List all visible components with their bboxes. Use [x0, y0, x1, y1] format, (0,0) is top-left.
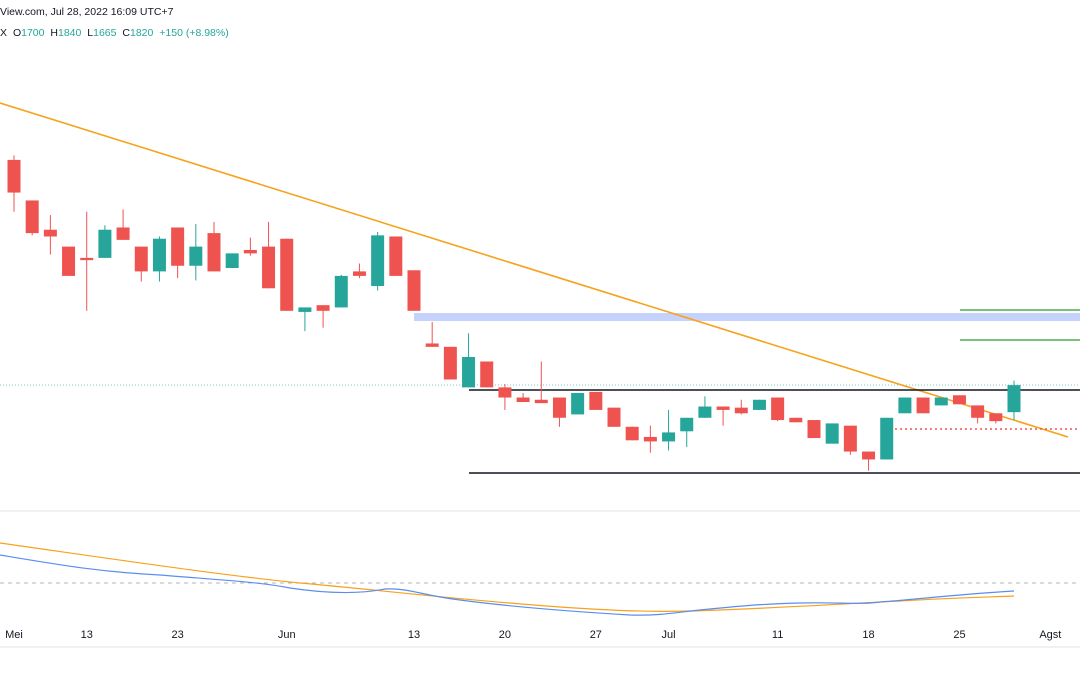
candle-body	[171, 227, 185, 266]
symbol: X	[0, 27, 7, 39]
candle-body	[152, 238, 166, 272]
candle-body	[734, 407, 748, 414]
candle-body	[880, 417, 894, 460]
x-tick-label: 27	[590, 629, 602, 641]
candle-body	[807, 420, 821, 439]
candle-body	[989, 413, 1003, 422]
indicator-signal-line	[0, 542, 1015, 612]
candle-body	[625, 426, 639, 441]
candle-body	[7, 159, 21, 193]
candle-body	[389, 236, 403, 276]
x-tick-label: 18	[862, 629, 874, 641]
candle-body	[825, 423, 839, 444]
candle-body	[462, 356, 476, 388]
candle-body	[1007, 385, 1021, 413]
candle-body	[207, 233, 221, 272]
x-tick-label: 25	[953, 629, 965, 641]
candle-body	[25, 200, 39, 234]
x-tick-label: Jul	[662, 629, 676, 641]
candle-body	[225, 253, 239, 269]
candle-body	[662, 432, 676, 442]
candle-body	[934, 397, 948, 406]
candle-body	[971, 405, 985, 418]
candle-body	[552, 397, 566, 418]
x-tick-label: 20	[499, 629, 511, 641]
candle-body	[498, 387, 512, 398]
ohlc-value: 1665	[93, 27, 117, 39]
ohlc-key: H	[50, 27, 58, 39]
candle-body	[62, 246, 76, 276]
candle-body	[771, 397, 785, 421]
x-tick-label: Jun	[278, 629, 296, 641]
x-tick-label: 11	[772, 629, 783, 641]
candle-body	[407, 270, 421, 311]
candle-body	[316, 305, 330, 311]
candle-body	[516, 397, 530, 403]
candle-body	[607, 407, 621, 427]
header-legend: X O1700 H1840 L1665 C1820 +150 (+8.98%)	[0, 27, 229, 39]
candle-body	[571, 393, 585, 415]
candle-body	[134, 246, 148, 272]
ohlc-value: 1840	[58, 27, 82, 39]
indicator-line	[0, 554, 1015, 616]
candle-body	[952, 395, 966, 405]
ohlc-key: C	[122, 27, 130, 39]
candle-body	[680, 417, 694, 432]
candle-body	[589, 391, 603, 410]
candle-body	[98, 229, 112, 258]
candle-body	[843, 425, 857, 452]
candle-body	[643, 436, 657, 442]
candle-body	[80, 257, 94, 261]
candle-body	[716, 406, 730, 410]
header-source: View.com, Jul 28, 2022 16:09 UTC+7	[0, 6, 174, 18]
resistance-zone	[414, 313, 1080, 321]
ohlc-value: 1820	[130, 27, 154, 39]
candle-body	[862, 451, 876, 460]
candle-body	[262, 246, 276, 289]
candle-body	[898, 397, 912, 414]
candle-body	[116, 227, 130, 240]
candle-body	[534, 399, 548, 404]
candle-body	[480, 361, 494, 388]
ohlc-value: 1700	[21, 27, 45, 39]
candle-body	[189, 246, 203, 266]
x-tick-label: 13	[81, 629, 93, 641]
candle-body	[371, 235, 385, 287]
candle-body	[425, 343, 439, 347]
candle-body	[352, 271, 366, 276]
x-tick-label: Mei	[5, 629, 23, 641]
x-tick-label: Agst	[1039, 629, 1061, 641]
ohlc-key: L	[87, 27, 93, 39]
x-tick-label: 13	[408, 629, 420, 641]
candle-body	[298, 307, 312, 312]
ohlc-key: O	[13, 27, 21, 39]
candle-body	[334, 275, 348, 308]
candle-body	[280, 238, 294, 311]
change: +150 (+8.98%)	[159, 27, 228, 39]
candle-body	[698, 406, 712, 418]
candle-body	[243, 249, 257, 254]
candle-body	[752, 399, 766, 410]
trend-line	[0, 102, 1069, 438]
candle-body	[789, 417, 803, 423]
candle-body	[43, 229, 57, 237]
candle-body	[443, 346, 457, 380]
x-tick-label: 23	[172, 629, 184, 641]
candle-body	[916, 397, 930, 414]
